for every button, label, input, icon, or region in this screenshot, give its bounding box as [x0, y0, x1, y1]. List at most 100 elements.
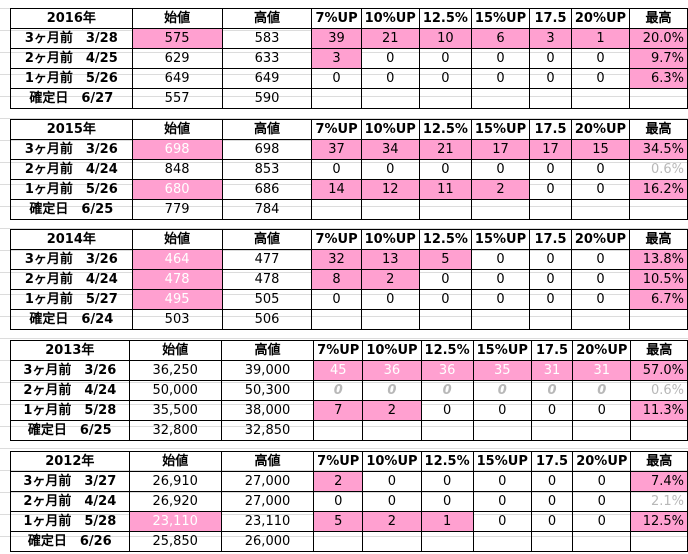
max-rise-cell[interactable]: 9.7% — [629, 48, 688, 69]
row-label[interactable]: 3ヶ月前 3/26 — [10, 360, 130, 381]
column-header[interactable]: 最高 — [629, 8, 688, 29]
column-header[interactable]: 17.5 — [530, 340, 574, 361]
high-price-cell[interactable]: 50,300 — [220, 380, 315, 401]
column-header[interactable]: 最高 — [629, 119, 688, 140]
row-label[interactable]: 3ヶ月前 3/26 — [10, 249, 133, 270]
up-count-cell[interactable] — [572, 531, 632, 552]
open-price-cell[interactable]: 495 — [131, 289, 223, 310]
up-count-cell[interactable]: 37 — [311, 139, 362, 160]
column-header[interactable]: 7%UP — [311, 229, 362, 250]
column-header[interactable]: 12.5% — [420, 451, 474, 472]
year-label[interactable]: 2013年 — [10, 340, 130, 361]
high-price-cell[interactable]: 32,850 — [220, 420, 315, 441]
max-rise-cell[interactable]: 16.2% — [629, 179, 688, 200]
row-label[interactable]: 2ヶ月前 4/25 — [10, 48, 133, 69]
up-count-cell[interactable]: 3 — [529, 28, 572, 49]
up-count-cell[interactable]: 0 — [572, 471, 632, 492]
up-count-cell[interactable]: 5 — [418, 249, 472, 270]
high-price-cell[interactable]: 686 — [221, 179, 313, 200]
up-count-cell[interactable]: 17 — [529, 139, 572, 160]
open-price-cell[interactable]: 575 — [131, 28, 223, 49]
up-count-cell[interactable]: 13 — [360, 249, 420, 270]
column-header[interactable]: 12.5% — [418, 229, 472, 250]
high-price-cell[interactable]: 649 — [221, 68, 313, 89]
up-count-cell[interactable]: 0 — [362, 380, 422, 401]
max-rise-cell[interactable] — [630, 420, 688, 441]
up-count-cell[interactable] — [470, 199, 531, 220]
up-count-cell[interactable]: 0 — [311, 159, 362, 180]
max-rise-cell[interactable]: 2.1% — [630, 491, 688, 512]
row-label[interactable]: 確定日 6/25 — [10, 420, 130, 441]
up-count-cell[interactable]: 10 — [418, 28, 472, 49]
column-header[interactable]: 17.5 — [529, 8, 572, 29]
up-count-cell[interactable]: 0 — [470, 269, 531, 290]
open-price-cell[interactable]: 680 — [131, 179, 223, 200]
up-count-cell[interactable]: 34 — [360, 139, 420, 160]
open-price-cell[interactable]: 848 — [131, 159, 223, 180]
up-count-cell[interactable]: 15 — [570, 139, 631, 160]
year-label[interactable]: 2012年 — [10, 451, 130, 472]
up-count-cell[interactable]: 1 — [420, 511, 474, 532]
column-header[interactable]: 高値 — [221, 119, 313, 140]
up-count-cell[interactable]: 35 — [472, 360, 532, 381]
high-price-cell[interactable]: 38,000 — [220, 400, 315, 421]
up-count-cell[interactable]: 1 — [570, 28, 631, 49]
open-price-cell[interactable]: 50,000 — [128, 380, 222, 401]
up-count-cell[interactable]: 0 — [470, 289, 531, 310]
up-count-cell[interactable] — [529, 199, 572, 220]
up-count-cell[interactable]: 0 — [472, 491, 532, 512]
open-price-cell[interactable]: 32,800 — [128, 420, 222, 441]
open-price-cell[interactable]: 503 — [131, 309, 223, 330]
open-price-cell[interactable]: 23,110 — [128, 511, 222, 532]
open-price-cell[interactable]: 557 — [131, 88, 223, 109]
up-count-cell[interactable]: 0 — [572, 380, 632, 401]
column-header[interactable]: 始値 — [131, 229, 223, 250]
row-label[interactable]: 1ヶ月前 5/28 — [10, 511, 130, 532]
up-count-cell[interactable]: 31 — [572, 360, 632, 381]
up-count-cell[interactable]: 0 — [311, 68, 362, 89]
max-rise-cell[interactable]: 10.5% — [629, 269, 688, 290]
column-header[interactable]: 15%UP — [470, 229, 531, 250]
high-price-cell[interactable]: 39,000 — [220, 360, 315, 381]
up-count-cell[interactable]: 21 — [360, 28, 420, 49]
up-count-cell[interactable]: 2 — [360, 269, 420, 290]
up-count-cell[interactable]: 0 — [530, 471, 574, 492]
up-count-cell[interactable]: 0 — [529, 68, 572, 89]
up-count-cell[interactable]: 0 — [418, 68, 472, 89]
column-header[interactable]: 20%UP — [570, 119, 631, 140]
high-price-cell[interactable]: 27,000 — [220, 471, 315, 492]
up-count-cell[interactable]: 0 — [313, 491, 364, 512]
up-count-cell[interactable]: 2 — [362, 511, 422, 532]
up-count-cell[interactable] — [570, 199, 631, 220]
up-count-cell[interactable]: 14 — [311, 179, 362, 200]
up-count-cell[interactable] — [420, 531, 474, 552]
up-count-cell[interactable]: 0 — [472, 380, 532, 401]
up-count-cell[interactable]: 0 — [570, 179, 631, 200]
up-count-cell[interactable] — [418, 309, 472, 330]
column-header[interactable]: 7%UP — [313, 451, 364, 472]
row-label[interactable]: 3ヶ月前 3/27 — [10, 471, 130, 492]
row-label[interactable]: 1ヶ月前 5/26 — [10, 179, 133, 200]
up-count-cell[interactable]: 12 — [360, 179, 420, 200]
column-header[interactable]: 15%UP — [470, 8, 531, 29]
high-price-cell[interactable]: 784 — [221, 199, 313, 220]
up-count-cell[interactable]: 0 — [572, 491, 632, 512]
column-header[interactable]: 17.5 — [529, 229, 572, 250]
up-count-cell[interactable] — [572, 420, 632, 441]
max-rise-cell[interactable]: 0.6% — [629, 159, 688, 180]
up-count-cell[interactable] — [470, 309, 531, 330]
column-header[interactable]: 高値 — [220, 340, 315, 361]
row-label[interactable]: 確定日 6/24 — [10, 309, 133, 330]
up-count-cell[interactable] — [362, 531, 422, 552]
up-count-cell[interactable]: 0 — [572, 511, 632, 532]
up-count-cell[interactable]: 0 — [313, 380, 364, 401]
open-price-cell[interactable]: 464 — [131, 249, 223, 270]
up-count-cell[interactable] — [360, 309, 420, 330]
column-header[interactable]: 12.5% — [420, 340, 474, 361]
up-count-cell[interactable]: 0 — [570, 159, 631, 180]
year-label[interactable]: 2014年 — [10, 229, 133, 250]
column-header[interactable]: 7%UP — [311, 119, 362, 140]
up-count-cell[interactable]: 5 — [313, 511, 364, 532]
column-header[interactable]: 10%UP — [362, 451, 422, 472]
up-count-cell[interactable] — [418, 88, 472, 109]
